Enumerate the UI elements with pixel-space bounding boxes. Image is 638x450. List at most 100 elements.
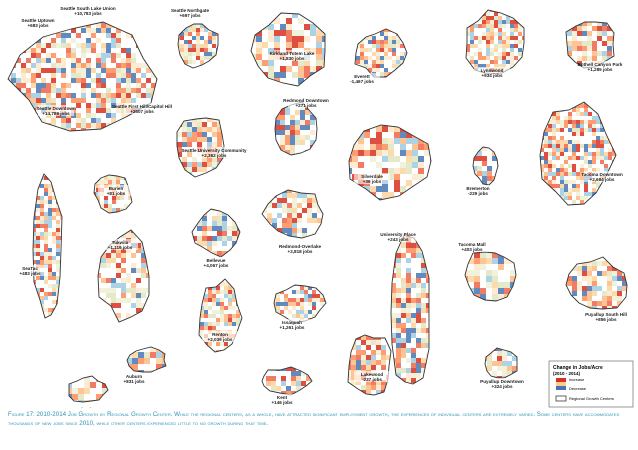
area-cell	[56, 312, 60, 316]
area-cell	[131, 253, 136, 258]
area-cell	[192, 118, 197, 122]
area-cell	[232, 322, 236, 326]
area-cell	[320, 135, 325, 140]
area-cell	[310, 120, 315, 125]
area-cell	[116, 53, 121, 58]
area-cell	[366, 345, 371, 350]
area-cell	[78, 394, 84, 400]
center-boundary	[354, 28, 408, 78]
area-cell	[212, 142, 217, 147]
area-cell	[392, 52, 396, 56]
area-cell	[592, 291, 597, 296]
area-cell	[502, 48, 506, 52]
area-cell	[316, 18, 322, 24]
area-cell	[366, 390, 371, 395]
area-cell	[202, 251, 207, 256]
area-cell	[552, 208, 556, 212]
area-cell	[151, 48, 156, 53]
area-cell	[411, 368, 416, 373]
area-cell	[320, 302, 324, 306]
area-cell	[588, 124, 592, 128]
area-cell	[71, 38, 76, 43]
area-cell	[627, 291, 632, 296]
area-cell	[492, 288, 498, 294]
area-cell	[540, 120, 544, 124]
area-cell	[16, 43, 21, 48]
area-cell	[351, 330, 356, 335]
area-cell	[552, 176, 556, 180]
area-cell	[102, 400, 108, 402]
area-cell	[391, 383, 396, 384]
area-cell	[251, 72, 256, 78]
area-cell	[492, 371, 497, 376]
label-halo	[264, 394, 300, 405]
area-cell	[56, 268, 60, 272]
area-cell	[98, 238, 101, 243]
area-cell	[564, 160, 568, 164]
center-name: Issaquah	[282, 320, 302, 325]
area-cell	[572, 108, 576, 112]
label-halo	[198, 257, 234, 268]
area-cell	[361, 365, 366, 370]
area-cell	[300, 110, 305, 115]
area-cell	[275, 115, 280, 120]
area-cell	[200, 326, 204, 330]
area-cell	[600, 208, 604, 212]
area-cell	[61, 118, 66, 123]
area-cell	[41, 78, 46, 83]
area-cell	[121, 283, 126, 288]
area-cell	[421, 293, 426, 298]
area-cell	[576, 148, 580, 152]
area-cell	[392, 72, 396, 76]
area-cell	[604, 116, 608, 120]
area-cell	[21, 73, 26, 78]
area-cell	[81, 88, 86, 93]
area-cell	[237, 209, 240, 211]
area-cell	[426, 293, 429, 298]
area-cell	[566, 301, 567, 306]
area-cell	[401, 253, 406, 258]
area-cell	[617, 16, 622, 21]
area-cell	[216, 286, 220, 290]
area-cell	[582, 51, 587, 56]
area-cell	[33, 232, 36, 236]
area-cell	[197, 241, 202, 246]
area-cell	[401, 288, 406, 293]
area-cell	[604, 112, 608, 116]
area-cell	[602, 22, 607, 26]
area-cell	[486, 48, 490, 52]
area-cell	[106, 108, 111, 113]
area-cell	[91, 43, 96, 48]
area-cell	[217, 157, 222, 162]
area-cell	[200, 322, 204, 326]
area-cell	[482, 36, 486, 40]
area-cell	[470, 40, 474, 44]
area-cell	[592, 140, 596, 144]
area-cell	[478, 52, 482, 56]
area-cell	[232, 290, 236, 294]
area-cell	[406, 248, 411, 253]
area-cell	[421, 243, 426, 248]
area-cell	[376, 385, 381, 390]
area-cell	[111, 293, 116, 298]
area-cell	[504, 258, 510, 264]
area-cell	[544, 132, 548, 136]
area-cell	[271, 386, 276, 391]
area-cell	[412, 198, 418, 200]
area-cell	[386, 388, 391, 393]
area-cell	[41, 98, 46, 103]
area-cell	[406, 156, 412, 162]
area-cell	[516, 270, 522, 276]
area-cell	[11, 88, 16, 93]
area-cell	[297, 203, 302, 208]
area-cell	[41, 138, 46, 143]
area-cell	[232, 221, 237, 226]
area-cell	[592, 16, 597, 21]
area-cell	[31, 103, 36, 108]
area-cell	[292, 302, 296, 306]
area-cell	[176, 20, 180, 24]
area-cell	[406, 258, 411, 263]
label-halo	[474, 67, 510, 78]
area-cell	[106, 288, 111, 293]
area-cell	[208, 326, 212, 330]
